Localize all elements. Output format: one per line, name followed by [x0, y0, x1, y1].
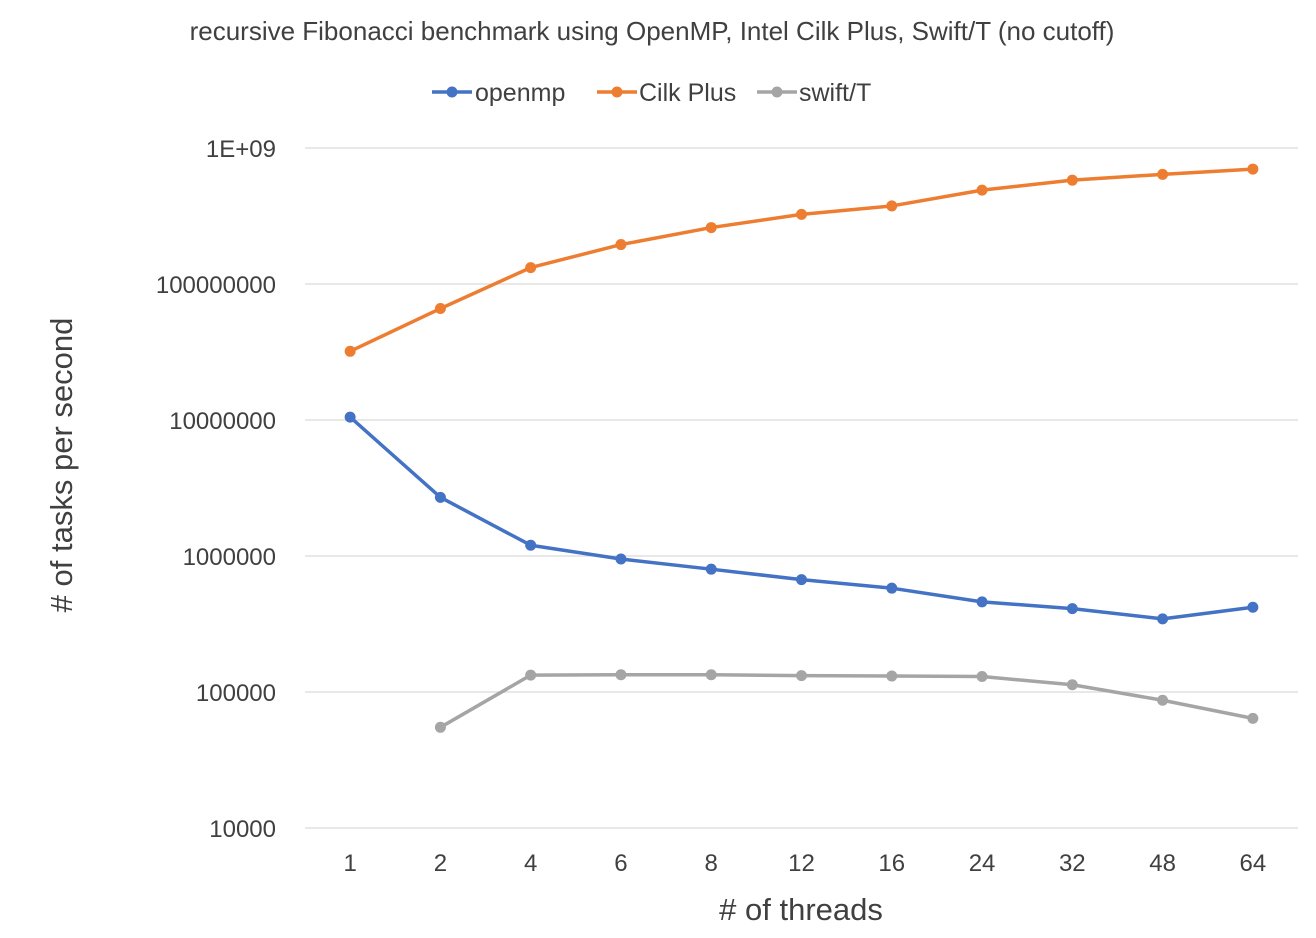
series-openmp	[344, 411, 1259, 625]
data-point	[434, 721, 446, 733]
data-point	[525, 262, 537, 274]
data-point	[796, 574, 807, 586]
y-tick-label: 1000000	[183, 544, 276, 571]
x-tick-label: 48	[1149, 850, 1176, 877]
y-tick-label: 1E+09	[206, 136, 276, 163]
data-point	[615, 553, 627, 565]
data-point	[976, 671, 988, 683]
x-tick-label: 6	[614, 850, 627, 877]
x-tick-label: 12	[788, 850, 815, 877]
series-cilk-plus	[344, 163, 1259, 357]
data-point	[886, 200, 898, 212]
x-tick-label: 64	[1240, 850, 1267, 877]
data-point	[886, 670, 898, 682]
data-point	[1066, 174, 1078, 186]
series-group	[344, 163, 1259, 733]
x-axis-ticks: 1 2 4 6 8 12 16 24 32 48 64	[343, 850, 1266, 877]
y-tick-label: 100000000	[156, 272, 276, 299]
data-point	[705, 222, 717, 234]
legend-label: swift/T	[799, 79, 871, 107]
data-point	[1247, 163, 1259, 175]
data-point	[1157, 168, 1169, 180]
legend-swatch-marker	[611, 86, 623, 98]
gridlines	[305, 147, 1298, 829]
x-tick-label: 4	[524, 850, 537, 877]
legend: openmp Cilk Plus swift/T	[432, 79, 871, 107]
data-point	[525, 539, 537, 551]
chart-title: recursive Fibonacci benchmark using Open…	[190, 16, 1115, 46]
data-point	[1066, 603, 1078, 615]
data-point	[344, 411, 356, 423]
y-tick-label: 10000	[209, 816, 276, 843]
legend-swatch-marker	[446, 86, 458, 98]
x-tick-label: 1	[343, 850, 356, 877]
data-point	[976, 596, 988, 608]
data-point	[434, 303, 446, 315]
series-line	[348, 415, 1254, 621]
y-tick-label: 10000000	[169, 408, 276, 435]
x-tick-label: 32	[1059, 850, 1086, 877]
x-tick-label: 16	[878, 850, 905, 877]
x-tick-label: 24	[969, 850, 996, 877]
data-point	[886, 582, 898, 594]
data-point	[344, 345, 356, 357]
legend-item: openmp	[432, 79, 565, 107]
data-point	[1247, 601, 1259, 613]
data-point	[1157, 613, 1169, 625]
series-line	[439, 672, 1254, 729]
data-point	[615, 239, 627, 251]
data-point	[796, 208, 807, 220]
legend-item: swift/T	[757, 79, 871, 107]
series-swift-t	[434, 669, 1259, 733]
y-axis-title: # of tasks per second	[44, 318, 79, 613]
x-tick-label: 2	[434, 850, 447, 877]
data-point	[1066, 679, 1078, 691]
legend-item: Cilk Plus	[597, 79, 736, 107]
data-point	[525, 669, 537, 681]
series-line	[349, 167, 1253, 353]
data-point	[796, 670, 807, 682]
x-axis-title: # of threads	[719, 892, 883, 927]
data-point	[1247, 712, 1259, 724]
data-point	[615, 669, 627, 681]
data-point	[1157, 694, 1169, 706]
data-point	[434, 491, 446, 503]
legend-swatch-marker	[771, 86, 783, 98]
y-tick-label: 100000	[196, 680, 276, 707]
x-tick-label: 8	[705, 850, 718, 877]
data-point	[705, 563, 717, 575]
legend-label: openmp	[475, 79, 565, 107]
data-point	[976, 184, 988, 196]
data-point	[705, 669, 717, 681]
y-axis-ticks: 10000 100000 1000000 10000000 100000000 1E+09	[156, 136, 276, 843]
legend-label: Cilk Plus	[639, 79, 736, 107]
